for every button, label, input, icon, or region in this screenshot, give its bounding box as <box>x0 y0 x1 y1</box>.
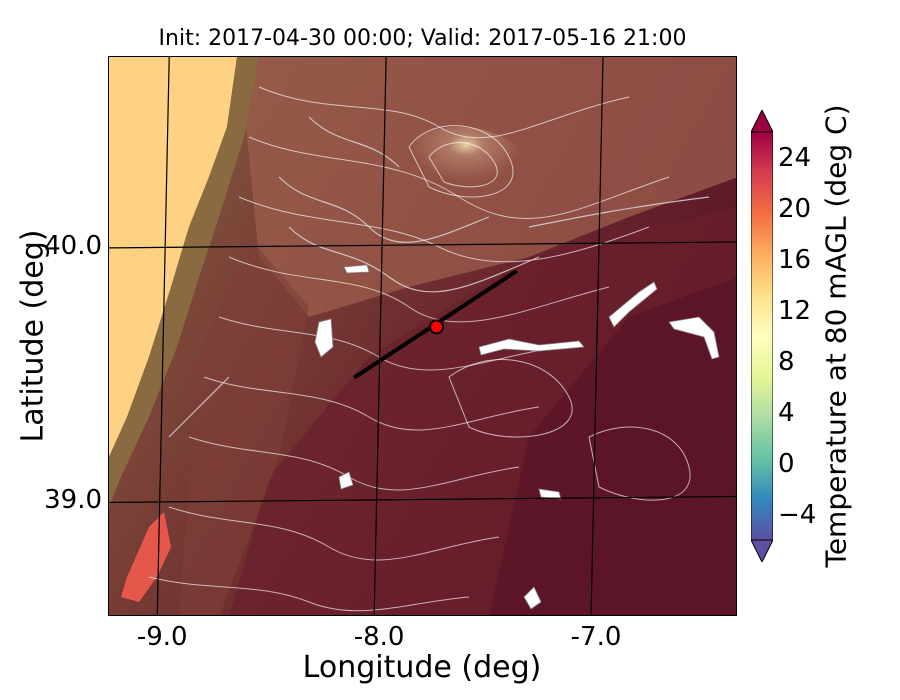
longitude-gridline <box>156 57 170 615</box>
colorbar-tick-label: −4 <box>778 499 817 530</box>
gridlines <box>109 57 736 615</box>
temperature-map <box>108 56 737 616</box>
masked-patches <box>314 264 720 610</box>
xtick-label: -8.0 <box>353 622 405 652</box>
colorbar <box>751 110 773 562</box>
site-marker <box>429 319 445 335</box>
colorbar-tick-label: 16 <box>778 244 812 275</box>
chart-title: Init: 2017-04-30 00:00; Valid: 2017-05-1… <box>158 26 687 51</box>
xtick-label: -9.0 <box>136 622 188 652</box>
colorbar-tick-label: 4 <box>778 397 795 428</box>
ytick-label: 40.0 <box>44 230 102 261</box>
colorbar-extend-bottom <box>751 539 773 562</box>
x-axis-title: Longitude (deg) <box>302 650 542 685</box>
colorbar-body <box>751 131 773 541</box>
colorbar-tick-label: 0 <box>778 448 795 479</box>
ocean-region <box>109 57 237 457</box>
colorbar-tick-label: 8 <box>778 346 795 377</box>
colorbar-tick-label: 12 <box>778 295 812 326</box>
y-axis-title: Latitude (deg) <box>15 229 51 443</box>
colorbar-tick-label: 20 <box>778 193 812 224</box>
longitude-gridline <box>590 57 604 615</box>
mountain-peak <box>389 127 529 217</box>
highland-contours <box>168 116 710 438</box>
longitude-gridline <box>373 57 387 615</box>
left-highland <box>179 237 309 615</box>
colorbar-extend-top <box>751 110 773 133</box>
latitude-gridline <box>109 241 736 249</box>
colorbar-tick-label: 24 <box>778 142 812 173</box>
warmest-region <box>489 277 736 615</box>
latitude-gridline <box>109 495 736 504</box>
coast-band <box>109 57 259 507</box>
ytick-label: 39.0 <box>44 485 102 516</box>
xtick-label: -7.0 <box>570 622 622 652</box>
transect-layer <box>352 269 518 380</box>
colorbar-title: Temperature at 80 mAGL (deg C) <box>819 104 853 568</box>
